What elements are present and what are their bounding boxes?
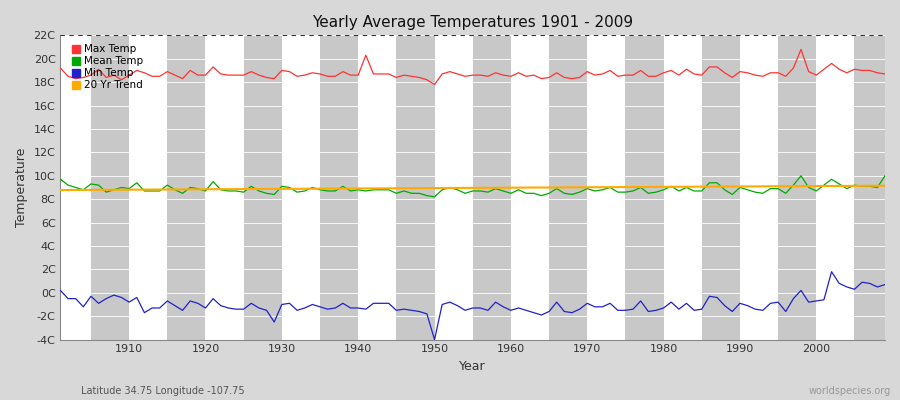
Bar [740, 35, 778, 340]
Bar [396, 35, 435, 340]
X-axis label: Year: Year [459, 360, 486, 373]
Title: Yearly Average Temperatures 1901 - 2009: Yearly Average Temperatures 1901 - 2009 [312, 15, 634, 30]
Bar [587, 35, 626, 340]
Bar [358, 35, 396, 340]
Bar [167, 35, 205, 340]
Bar [320, 35, 358, 340]
Bar [663, 35, 702, 340]
Bar [205, 35, 244, 340]
Bar [91, 35, 129, 340]
Bar [244, 35, 282, 340]
Y-axis label: Temperature: Temperature [15, 148, 28, 227]
Text: worldspecies.org: worldspecies.org [809, 386, 891, 396]
Bar [702, 35, 740, 340]
Bar [549, 35, 587, 340]
Bar [282, 35, 320, 340]
Bar [53, 35, 91, 340]
Bar [626, 35, 663, 340]
Text: Latitude 34.75 Longitude -107.75: Latitude 34.75 Longitude -107.75 [81, 386, 245, 396]
Bar [778, 35, 816, 340]
Bar [511, 35, 549, 340]
Bar [816, 35, 854, 340]
Bar [129, 35, 167, 340]
Bar [472, 35, 511, 340]
Legend: Max Temp, Mean Temp, Min Temp, 20 Yr Trend: Max Temp, Mean Temp, Min Temp, 20 Yr Tre… [69, 42, 146, 92]
Bar [854, 35, 893, 340]
Bar [435, 35, 472, 340]
